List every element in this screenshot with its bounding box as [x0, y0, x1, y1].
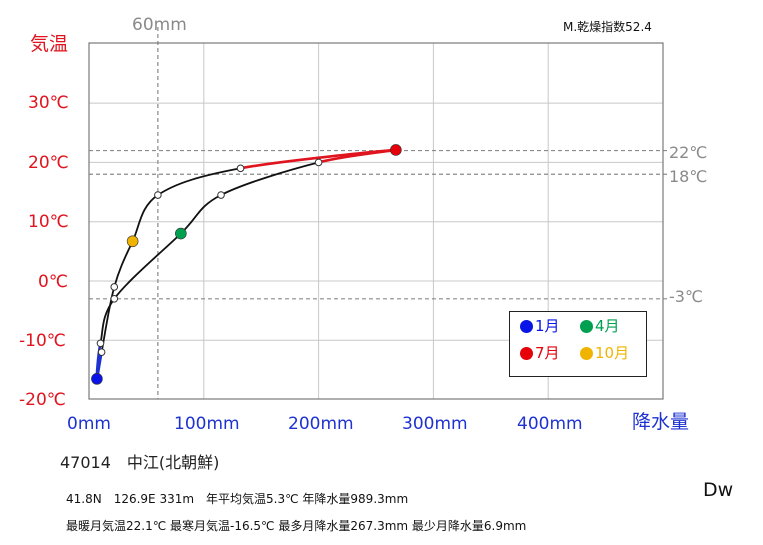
station-title: 47014 中江(北朝鮮)	[60, 453, 220, 472]
dryness-index: M.乾燥指数52.4	[563, 20, 652, 34]
x-tick-label: 100mm	[174, 414, 240, 434]
ref-line-label-minus3: -3℃	[669, 287, 703, 306]
station-info-line2: 最暖月気温22.1℃ 最寒月気温-16.5℃ 最多月降水量267.3mm 最少月…	[66, 519, 527, 533]
month-marker	[314, 158, 323, 167]
legend-dot-apr	[580, 320, 593, 333]
month-marker	[217, 191, 225, 199]
month-marker	[154, 191, 162, 199]
x-tick-label: 300mm	[402, 414, 468, 434]
x-tick-label: 0mm	[67, 414, 111, 434]
month-marker	[236, 164, 245, 173]
climate-class: Dw	[703, 479, 734, 501]
month-marker-highlight	[126, 235, 139, 248]
climograph-segment	[180, 194, 222, 235]
month-marker	[110, 294, 119, 303]
climograph-segment	[113, 232, 182, 300]
y-tick-label: 0℃	[38, 272, 68, 292]
y-tick-label: 10℃	[28, 212, 69, 232]
y-tick-label: 20℃	[28, 153, 69, 173]
legend: 1月 4月 7月 10月	[509, 311, 647, 377]
legend-label-oct: 10月	[595, 344, 630, 362]
climograph-segment	[220, 161, 319, 196]
month-marker-highlight	[91, 373, 103, 385]
y-tick-label: 30℃	[28, 93, 69, 113]
x-axis-title: 降水量	[632, 411, 690, 433]
y-axis-title: 気温	[30, 33, 69, 55]
climograph-segment	[240, 148, 396, 170]
top-precip-reference-label: 60mm	[132, 15, 187, 35]
legend-dot-jan	[520, 320, 533, 333]
x-tick-label: 400mm	[517, 414, 583, 434]
plot-frame	[88, 42, 664, 400]
month-marker	[96, 339, 105, 348]
month-marker-highlight	[390, 144, 402, 156]
legend-label-jan: 1月	[535, 317, 560, 335]
x-tick-label: 200mm	[288, 414, 354, 434]
y-tick-label: -10℃	[19, 331, 66, 351]
station-info-line1: 41.8N 126.9E 331m 年平均気温5.3℃ 年降水量989.3mm	[66, 492, 409, 506]
month-marker	[110, 283, 119, 291]
ref-line-label-18: 18℃	[669, 167, 708, 186]
month-marker	[97, 348, 106, 356]
climograph-segment	[157, 167, 241, 196]
legend-label-jul: 7月	[535, 344, 560, 362]
legend-dot-jul	[520, 347, 533, 360]
legend-dot-oct	[580, 347, 593, 360]
ref-line-label-22: 22℃	[669, 143, 708, 162]
climograph-segment	[100, 286, 116, 353]
month-marker-highlight	[175, 227, 187, 240]
climograph-segment	[131, 194, 159, 242]
legend-label-apr: 4月	[595, 317, 620, 335]
y-tick-label: -20℃	[19, 390, 66, 410]
climograph-segment	[113, 240, 134, 288]
